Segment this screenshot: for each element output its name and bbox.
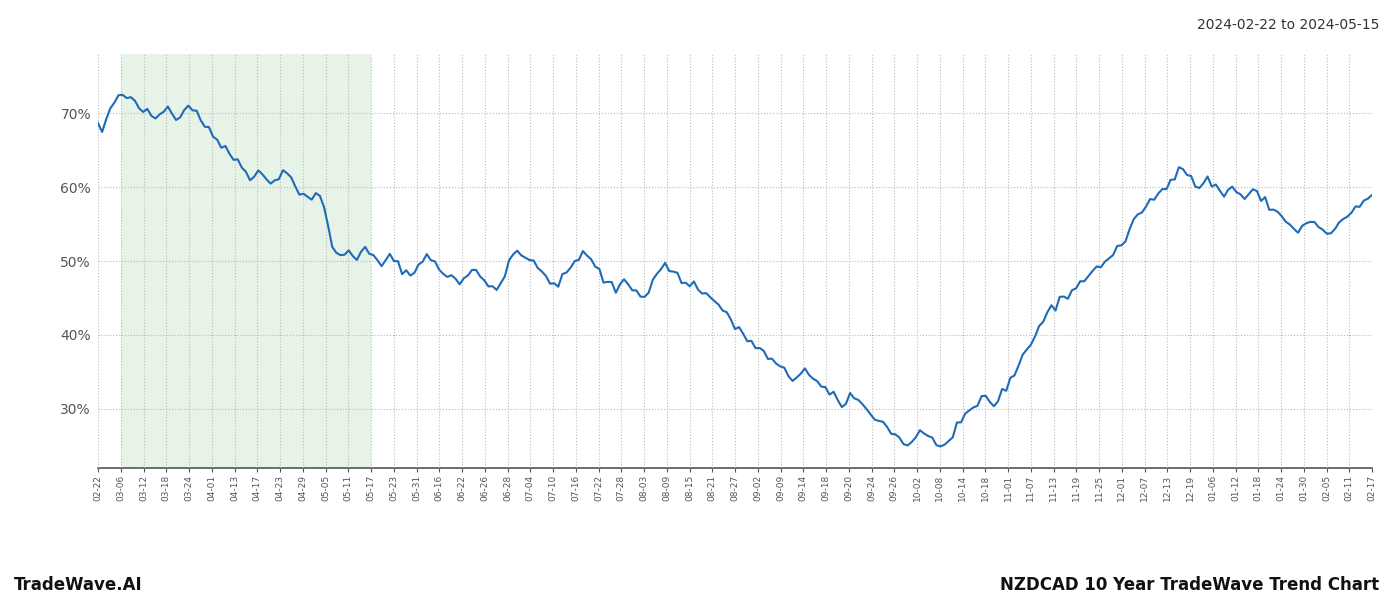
Text: 2024-02-22 to 2024-05-15: 2024-02-22 to 2024-05-15: [1197, 18, 1379, 32]
Text: TradeWave.AI: TradeWave.AI: [14, 576, 143, 594]
Text: NZDCAD 10 Year TradeWave Trend Chart: NZDCAD 10 Year TradeWave Trend Chart: [1000, 576, 1379, 594]
Bar: [120, 54, 371, 468]
